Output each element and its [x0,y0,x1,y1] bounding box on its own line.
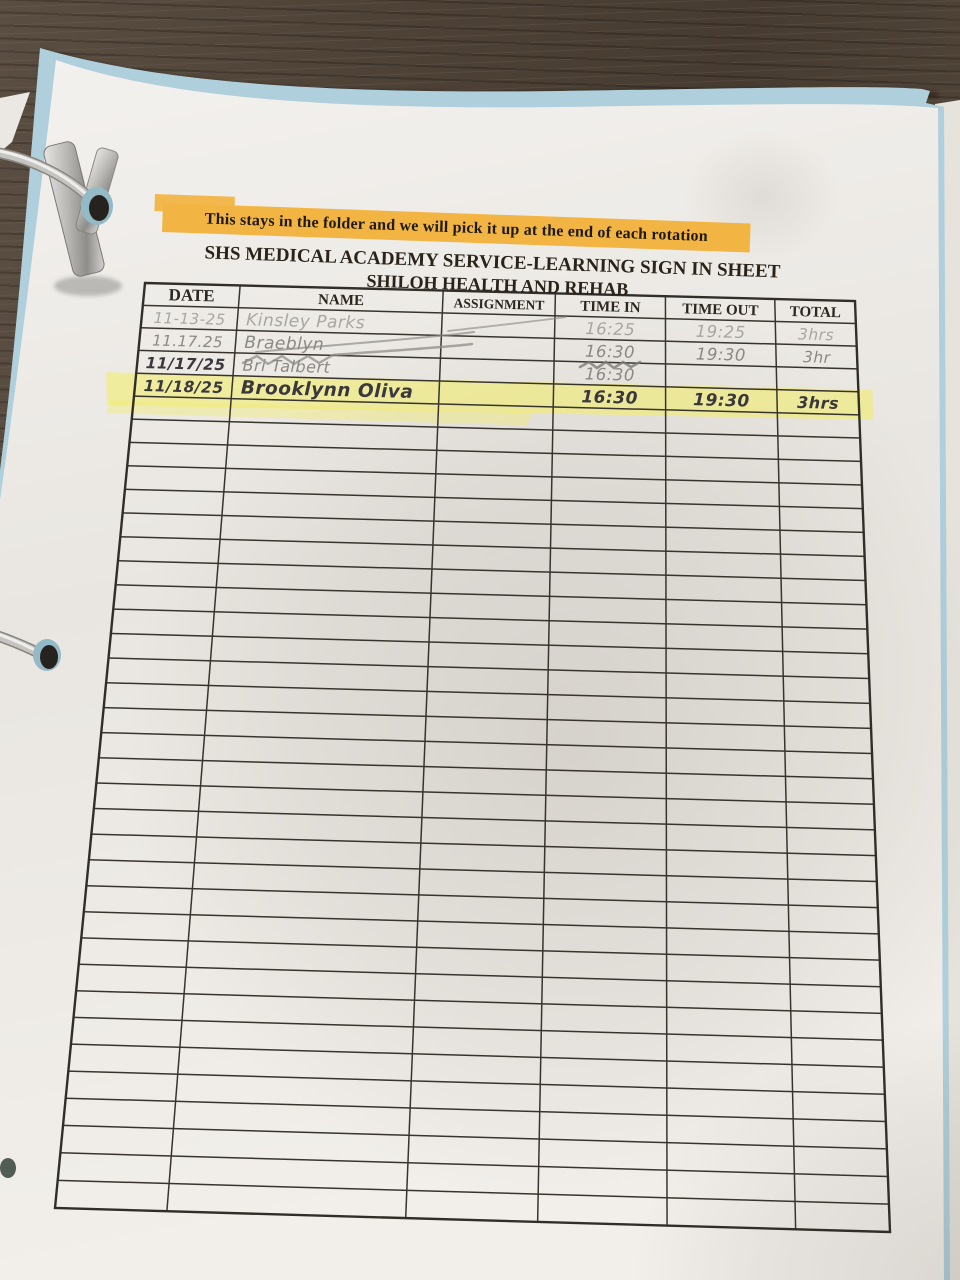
grid-row-line [138,349,858,370]
grid-row-line [96,782,874,806]
grid-row-line [88,859,877,883]
entry-0-time-out: 19:25 [695,322,746,342]
header-date: DATE [168,285,214,305]
grid-row-line [83,910,879,935]
grid-row-line [115,584,867,606]
pencil-scribble-row3-name [241,342,474,366]
header-total: TOTAL [790,304,842,321]
entry-1-time-out: 19:30 [696,344,747,364]
grid-row-line [142,304,856,325]
pencil-flourish-row2 [255,331,475,353]
punched-hole-top [89,195,109,221]
grid-row-line [110,632,869,655]
grid-row-line [91,833,876,857]
under-pages-left-corner [0,92,30,152]
entry-3-time-out: 19:30 [693,390,750,411]
grid-row-line [106,681,871,705]
grid-row-line [101,731,873,755]
grid-row-line [76,990,882,1015]
grid-row-line [129,441,862,463]
grid-row-line [70,1043,884,1068]
grid-row-line [136,372,859,393]
entry-0-name: Kinsley Parks [246,310,365,333]
pencil-scribbles [241,316,642,370]
grid-row-line [93,807,875,831]
entry-0-date: 11-13-25 [153,309,226,329]
grid-row-line [81,937,880,961]
grid-row-line [133,395,860,416]
entry-1-total: 3hr [803,348,832,367]
header-assignment: ASSIGNMENT [453,295,544,312]
entry-3-name: Brooklynn Oliva [241,378,414,404]
sign-in-table-grid [53,281,892,1234]
table-header-row: DATE NAME ASSIGNMENT TIME IN TIME OUT TO… [168,285,841,321]
grid-row-line [117,559,866,582]
handwritten-entries: 11-13-25 Kinsley Parks 16:25 19:25 3hrs … [143,309,839,413]
grid-row-line [86,884,878,909]
entry-2-date: 11/17/25 [145,354,225,374]
grid-row-line [120,535,865,558]
highlighter-layer [106,372,874,426]
pencil-scribble-row3-time [578,360,642,370]
binder-hardware [0,141,122,1178]
grid-row-line [103,706,872,730]
grid-row-line [122,512,864,534]
grid-row-line [131,418,861,439]
header-name: NAME [318,292,364,309]
grid-row-line [98,756,873,780]
entry-1-date: 11.17.25 [152,332,223,352]
entry-0-time-in: 16:25 [585,319,636,339]
highlighter-overrun-stroke [106,400,533,426]
grid-row-line [78,963,881,988]
grid-row-line [113,608,868,630]
header-time-in: TIME IN [580,299,641,317]
grid-column-line [536,293,557,1222]
grid-outer-border [53,281,892,1234]
entry-1-time-in: 16:30 [585,342,636,362]
entry-3-date: 11/18/25 [143,377,223,397]
grid-column-line [774,298,797,1230]
grid-row-line [108,657,870,680]
entry-1-name: Braeblyn [244,333,324,355]
highlighter-row-stroke [106,372,874,420]
binder-ring-bottom-tip [0,1158,16,1178]
grid-row-line [57,1179,889,1205]
entry-3-total: 3hrs [797,393,839,413]
pencil-slash-assignment [447,316,567,332]
grid-column-line [404,290,444,1219]
grid-column-line [166,285,241,1212]
corner-shadow [630,1020,960,1280]
grid-row-line [65,1097,886,1123]
grid-row-line [63,1124,887,1150]
grid-row-line [140,327,857,347]
grid-row-line [127,465,862,486]
entry-2-name: Bri Talbert [242,356,330,377]
entry-2-time-in: 16:30 [585,364,636,384]
grid-row-line [68,1070,885,1095]
clamp-shadow [54,276,122,296]
grid-column-line [664,296,668,1226]
punched-hole-middle [40,645,58,669]
binder-ring-top-shine [0,149,92,200]
grid-row-line [73,1016,883,1041]
grid-row-line [124,488,863,510]
entry-0-total: 3hrs [798,325,835,344]
header-time-out: TIME OUT [682,301,759,319]
grid-row-line [60,1152,888,1178]
entry-3-time-in: 16:30 [581,387,638,408]
